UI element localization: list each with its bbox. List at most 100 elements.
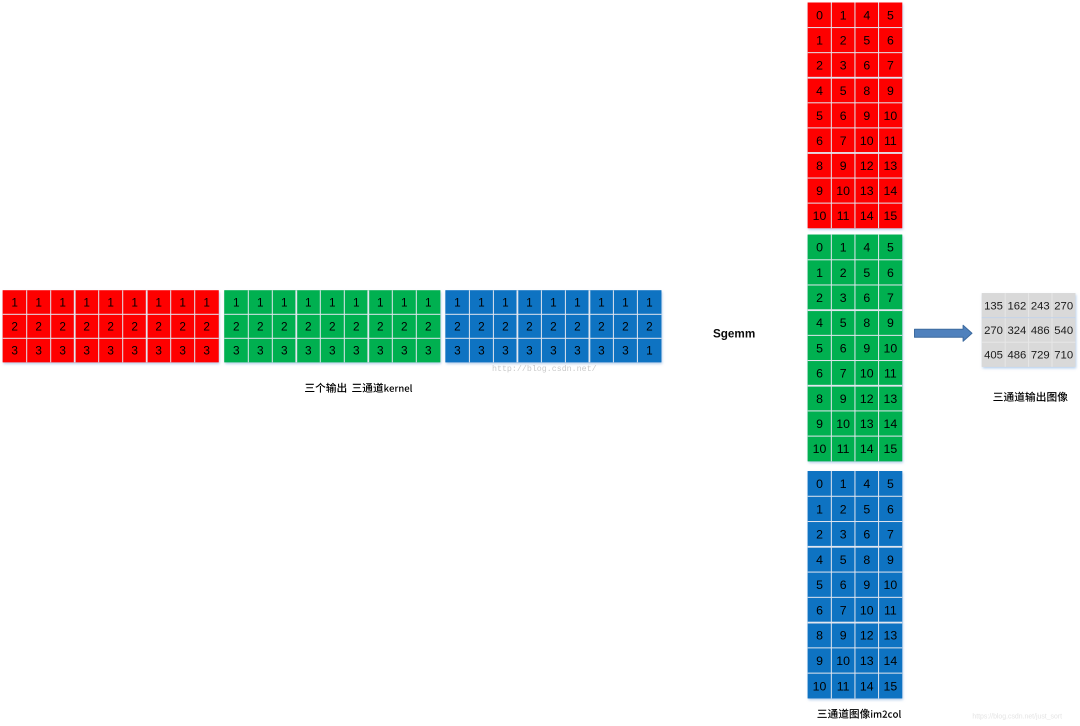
svg-text:729: 729 (1031, 350, 1050, 362)
svg-text:1: 1 (840, 477, 847, 491)
svg-text:1: 1 (840, 9, 847, 23)
svg-text:162: 162 (1007, 301, 1026, 313)
svg-text:9: 9 (840, 392, 847, 406)
svg-text:10: 10 (813, 209, 827, 223)
svg-text:5: 5 (887, 477, 894, 491)
svg-text:1: 1 (598, 296, 605, 310)
svg-text:10: 10 (836, 654, 850, 668)
svg-text:2: 2 (574, 320, 581, 334)
svg-text:7: 7 (887, 291, 894, 305)
svg-text:2: 2 (305, 320, 312, 334)
svg-text:15: 15 (884, 679, 898, 693)
svg-text:8: 8 (863, 553, 870, 567)
svg-text:2: 2 (83, 320, 90, 334)
svg-text:3: 3 (83, 344, 90, 358)
svg-text:11: 11 (884, 367, 897, 381)
svg-text:6: 6 (887, 266, 894, 280)
svg-text:3: 3 (107, 344, 114, 358)
svg-text:2: 2 (840, 266, 847, 280)
svg-text:8: 8 (863, 84, 870, 98)
svg-text:2: 2 (179, 320, 186, 334)
svg-text:3: 3 (257, 344, 264, 358)
svg-text:14: 14 (860, 679, 874, 693)
svg-text:4: 4 (816, 84, 823, 98)
svg-text:5: 5 (863, 266, 870, 280)
svg-text:6: 6 (840, 341, 847, 355)
svg-text:3: 3 (550, 344, 557, 358)
svg-text:https://blog.csdn.net/just_sor: https://blog.csdn.net/just_sort (972, 713, 1062, 720)
svg-text:1: 1 (35, 296, 42, 310)
svg-text:3: 3 (179, 344, 186, 358)
svg-text:13: 13 (884, 392, 898, 406)
svg-text:324: 324 (1007, 325, 1026, 337)
svg-text:2: 2 (155, 320, 162, 334)
svg-text:1: 1 (377, 296, 384, 310)
svg-text:3: 3 (840, 291, 847, 305)
svg-text:0: 0 (816, 241, 823, 255)
svg-text:2: 2 (622, 320, 629, 334)
svg-text:5: 5 (840, 84, 847, 98)
svg-text:1: 1 (526, 296, 533, 310)
svg-text:Sgemm: Sgemm (713, 327, 755, 340)
svg-text:6: 6 (840, 578, 847, 592)
svg-text:11: 11 (884, 603, 897, 617)
svg-text:3: 3 (622, 344, 629, 358)
svg-text:8: 8 (816, 159, 823, 173)
svg-text:9: 9 (863, 578, 870, 592)
svg-text:3: 3 (598, 344, 605, 358)
svg-text:2: 2 (502, 320, 509, 334)
svg-text:11: 11 (884, 134, 897, 148)
svg-text:5: 5 (816, 578, 823, 592)
svg-text:2: 2 (646, 320, 653, 334)
svg-text:5: 5 (863, 502, 870, 516)
svg-text:6: 6 (887, 502, 894, 516)
svg-text:540: 540 (1054, 325, 1073, 337)
svg-text:http://blog.csdn.net/: http://blog.csdn.net/ (492, 364, 597, 374)
svg-text:3: 3 (155, 344, 162, 358)
svg-text:2: 2 (329, 320, 336, 334)
svg-text:10: 10 (884, 578, 898, 592)
svg-text:10: 10 (813, 442, 827, 456)
svg-text:5: 5 (816, 109, 823, 123)
svg-text:1: 1 (646, 344, 653, 358)
svg-text:9: 9 (816, 654, 823, 668)
svg-text:10: 10 (860, 134, 874, 148)
svg-text:3: 3 (233, 344, 240, 358)
svg-text:243: 243 (1031, 301, 1050, 313)
svg-text:135: 135 (984, 301, 1003, 313)
svg-text:2: 2 (107, 320, 114, 334)
svg-text:1: 1 (155, 296, 162, 310)
svg-text:0: 0 (816, 9, 823, 23)
svg-text:6: 6 (863, 528, 870, 542)
svg-text:7: 7 (887, 528, 894, 542)
svg-text:15: 15 (884, 442, 898, 456)
svg-text:1: 1 (83, 296, 90, 310)
svg-text:14: 14 (884, 184, 898, 198)
svg-text:3: 3 (329, 344, 336, 358)
svg-text:2: 2 (11, 320, 18, 334)
svg-text:1: 1 (107, 296, 114, 310)
svg-text:10: 10 (836, 417, 850, 431)
svg-text:6: 6 (816, 367, 823, 381)
svg-text:1: 1 (305, 296, 312, 310)
svg-text:2: 2 (35, 320, 42, 334)
svg-text:1: 1 (478, 296, 485, 310)
svg-text:1: 1 (353, 296, 360, 310)
svg-text:10: 10 (884, 341, 898, 355)
svg-text:14: 14 (884, 654, 898, 668)
svg-text:2: 2 (377, 320, 384, 334)
svg-text:2: 2 (454, 320, 461, 334)
svg-text:5: 5 (863, 34, 870, 48)
svg-text:5: 5 (887, 241, 894, 255)
svg-text:3: 3 (377, 344, 384, 358)
svg-text:1: 1 (840, 241, 847, 255)
svg-text:3: 3 (502, 344, 509, 358)
svg-text:11: 11 (837, 679, 850, 693)
svg-text:2: 2 (598, 320, 605, 334)
svg-text:7: 7 (840, 603, 847, 617)
svg-text:1: 1 (401, 296, 408, 310)
svg-text:13: 13 (884, 629, 898, 643)
svg-text:4: 4 (863, 241, 870, 255)
svg-text:1: 1 (257, 296, 264, 310)
svg-text:13: 13 (860, 417, 874, 431)
